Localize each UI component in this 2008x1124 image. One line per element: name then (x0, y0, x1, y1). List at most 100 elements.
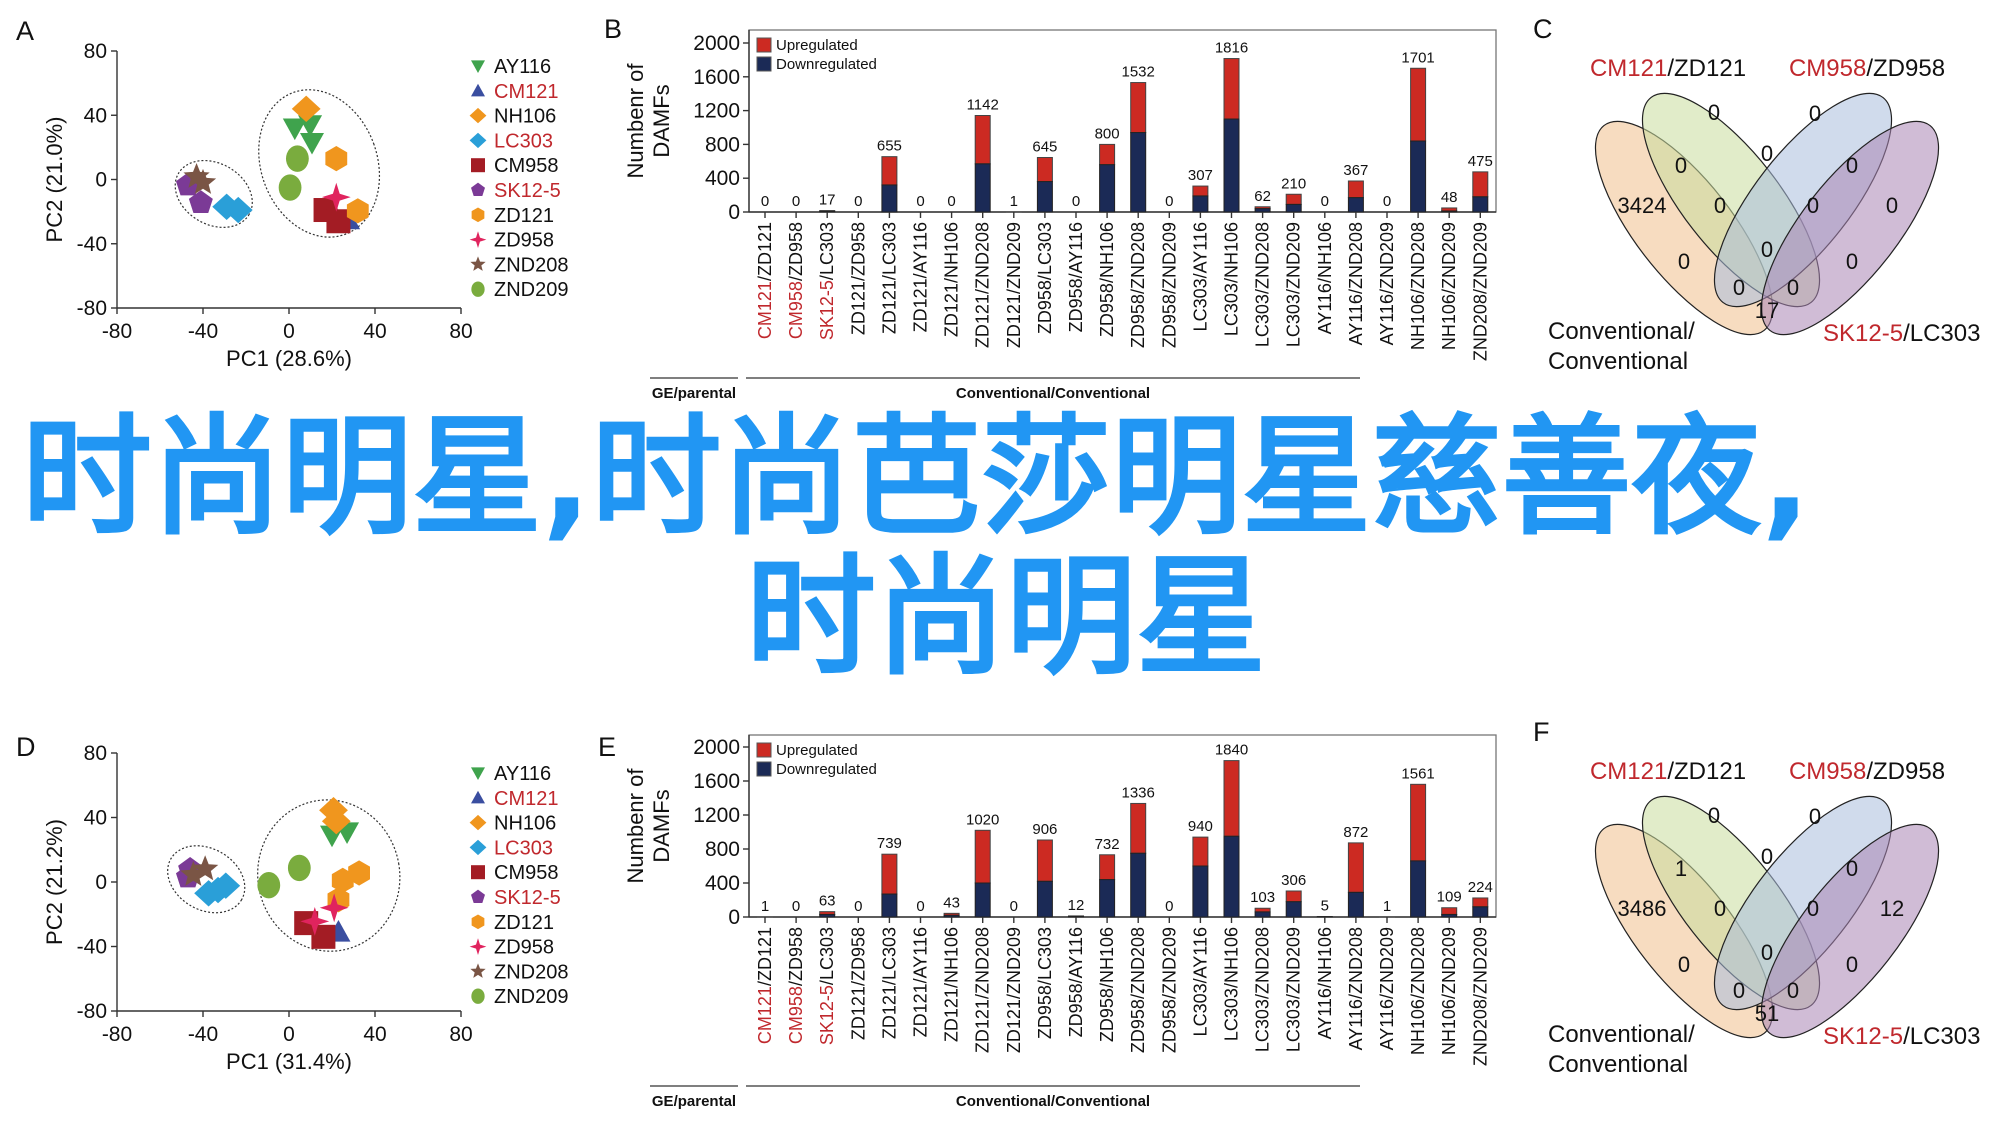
category-part: AY116 (911, 927, 931, 978)
category-label: ZD121/ZD958 (848, 222, 868, 335)
category-label: ZD121/LC303 (879, 927, 899, 1039)
bar-upregulated (1100, 855, 1115, 880)
legend-label: ZD121 (494, 912, 554, 934)
legend-marker-cm121 (471, 791, 485, 804)
category-label: NH106/ZND208 (1408, 927, 1428, 1055)
venn-region-count: 0 (1787, 978, 1799, 1003)
bar-value-label: 645 (1032, 138, 1057, 155)
y-tick-label: 800 (705, 133, 740, 156)
venn-region-count: 0 (1846, 153, 1858, 178)
y-tick-label: 2000 (693, 32, 740, 55)
legend-marker-nh106 (470, 815, 487, 830)
bar-downregulated (1069, 916, 1084, 917)
legend-marker-znd208 (470, 256, 485, 271)
legend-marker-ay116 (471, 60, 485, 73)
category-label: AY116/NH106 (1315, 222, 1335, 334)
panel-label: F (1533, 717, 1550, 747)
category-part: AY116 (1346, 999, 1366, 1050)
venn-region-count: 0 (1846, 249, 1858, 274)
legend-marker-znd209 (471, 282, 484, 297)
category-group-label: GE/parental (652, 1093, 736, 1110)
venn-region-count: 3424 (1618, 193, 1667, 218)
category-label: LC303/NH106 (1222, 222, 1242, 336)
category-part: ZND209 (1284, 927, 1304, 994)
category-label: ZD121/ZD958 (848, 927, 868, 1040)
venn-region-count: 0 (1807, 193, 1819, 218)
y-tick-label: -80 (77, 1000, 107, 1023)
category-part: NH106 (1097, 222, 1117, 278)
category-part: ZD958 (848, 222, 868, 276)
venn-region-count: 0 (1708, 803, 1720, 828)
category-part: ZD958 (1128, 999, 1148, 1053)
category-label: ZD121/AY116 (911, 222, 931, 332)
category-part: ZD121 (1004, 999, 1024, 1053)
legend-marker-cm121 (471, 84, 485, 97)
category-part: AY116 (1377, 999, 1397, 1050)
y-tick-label: 0 (728, 906, 740, 929)
bar-value-label: 0 (1165, 898, 1173, 915)
category-part: ZND208 (973, 927, 993, 994)
legend-marker-znd209 (471, 989, 484, 1004)
category-label: AY116/ZND208 (1346, 222, 1366, 345)
bar-downregulated (1348, 198, 1363, 212)
category-part: ZD958 (848, 927, 868, 981)
bar-upregulated (1348, 181, 1363, 198)
bar-downregulated (1255, 209, 1270, 212)
category-label: ZD958/LC303 (1035, 222, 1055, 334)
category-part: ZD958 (786, 222, 806, 276)
data-point-znd209 (279, 174, 302, 200)
bar-downregulated (882, 894, 897, 917)
set-label-part: ZD121 (1674, 758, 1746, 785)
legend-marker-ay116 (471, 767, 485, 780)
bar-downregulated (1286, 204, 1301, 212)
category-part: AY116 (1346, 294, 1366, 345)
legend-marker-cm958 (471, 158, 485, 172)
category-part: LC303 (1035, 927, 1055, 980)
legend-label: NH106 (494, 813, 556, 835)
category-part: ZND209 (1159, 222, 1179, 289)
overlay-caption-line-1: 时尚明星,时尚芭莎明星慈善夜, (22, 412, 1811, 542)
bar-downregulated (1255, 912, 1270, 917)
data-point-znd209 (257, 872, 280, 898)
category-part: CM958 (786, 986, 806, 1044)
category-part: NH106 (1439, 294, 1459, 350)
legend-label: ZD958 (494, 230, 554, 252)
bar-downregulated (1224, 836, 1239, 917)
y-tick-label: -80 (77, 297, 107, 320)
y-axis-label: PC2 (21.2%) (42, 819, 67, 945)
category-part: ZND209 (1377, 927, 1397, 994)
bar-upregulated (882, 157, 897, 185)
set-label-part: LC303 (1910, 320, 1981, 347)
legend-marker-zd958 (470, 938, 487, 955)
category-label: ZND208/ZND209 (1470, 927, 1490, 1066)
y-tick-label: 1600 (693, 66, 740, 89)
venn-region-count: 1 (1675, 856, 1687, 881)
bar-upregulated (1100, 144, 1115, 164)
legend-label: Upregulated (776, 742, 858, 759)
bar-value-label: 1020 (966, 811, 999, 828)
bar-downregulated (820, 211, 835, 212)
category-label: CM121/ZD121 (755, 927, 775, 1044)
category-part: AY116 (1190, 222, 1210, 273)
category-part: ZD958 (1066, 983, 1086, 1037)
category-part: ZND208 (1253, 222, 1273, 289)
bar-value-label: 367 (1343, 162, 1368, 179)
category-label: LC303/ZND209 (1284, 927, 1304, 1052)
bar-upregulated (1193, 837, 1208, 866)
category-label: CM121/ZD121 (755, 222, 775, 339)
bar-downregulated (1411, 861, 1426, 917)
category-part: LC303 (1190, 278, 1210, 331)
y-axis-label: Numbenr of (623, 768, 648, 884)
bar-downregulated (1411, 141, 1426, 212)
category-part: ZD958 (1097, 283, 1117, 337)
bar-upregulated (1411, 784, 1426, 861)
category-label: CM958/ZD958 (786, 222, 806, 339)
venn-region-count: 0 (1708, 100, 1720, 125)
bar-value-label: 1701 (1401, 49, 1434, 66)
category-label: ZD958/AY116 (1066, 222, 1086, 332)
bar-upregulated (1131, 83, 1146, 133)
venn-region-count: 0 (1761, 844, 1773, 869)
y-tick-label: -40 (77, 936, 107, 959)
